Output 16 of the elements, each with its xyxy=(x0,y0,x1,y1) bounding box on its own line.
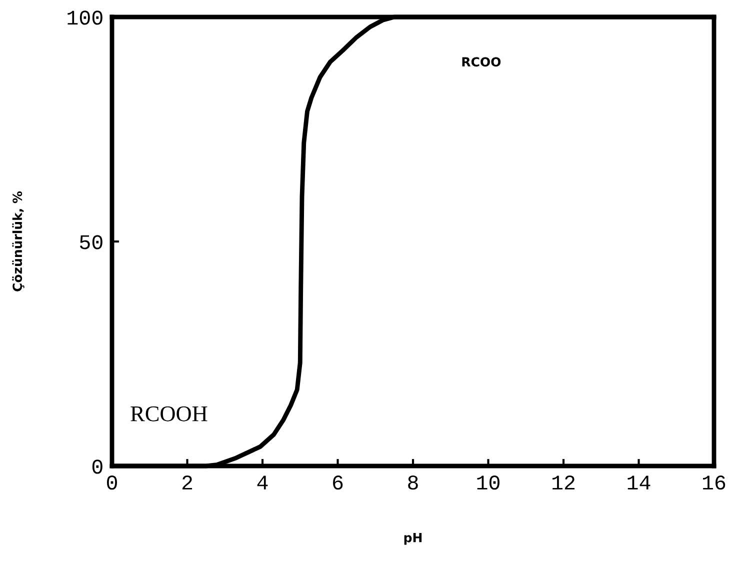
x-tick-label: 0 xyxy=(107,475,117,490)
x-tick-label: 4 xyxy=(257,476,268,490)
x-tick-label: 12 xyxy=(552,475,575,490)
y-tick-label: 50 xyxy=(80,235,102,250)
x-axis-title: pH xyxy=(404,533,422,545)
x-tick-label: 6 xyxy=(333,475,343,490)
x-tick-label: 16 xyxy=(703,475,726,490)
x-tick-label: 8 xyxy=(408,475,418,490)
y-tick-label: 100 xyxy=(68,10,102,25)
y-axis-title: Çözünürlük, % xyxy=(12,191,24,292)
x-tick-label: 10 xyxy=(477,475,500,490)
annotation: RCOO xyxy=(462,57,501,67)
annotation: RCOOH xyxy=(130,406,208,422)
x-tick-label: 2 xyxy=(182,475,192,490)
y-tick-label: 0 xyxy=(92,460,102,474)
x-tick-label: 14 xyxy=(628,476,650,490)
